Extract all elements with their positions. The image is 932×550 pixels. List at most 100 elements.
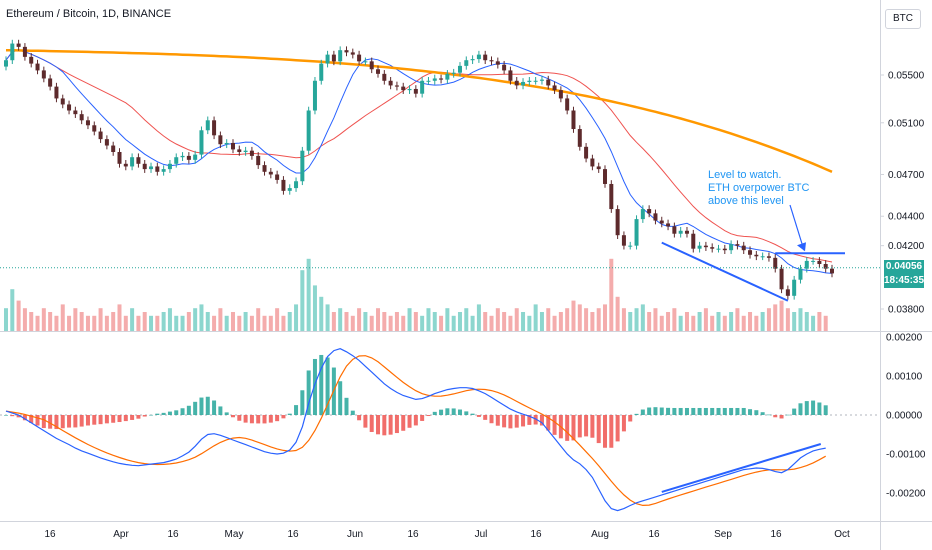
volume-bar: [621, 308, 626, 331]
macd-histogram-bar: [294, 405, 299, 415]
candle-body: [766, 256, 771, 258]
volume-bar: [773, 304, 778, 331]
macd-histogram-bar: [174, 410, 179, 415]
macd-histogram-bar: [300, 390, 305, 415]
time-tick-label: 16: [770, 529, 782, 540]
macd-histogram-bar: [590, 415, 595, 438]
volume-bar: [54, 315, 59, 331]
candle-body: [111, 145, 116, 152]
volume-bar: [609, 258, 614, 331]
volume-bar: [357, 308, 362, 331]
candle-body: [754, 254, 759, 257]
candle-body: [640, 209, 645, 220]
candle-body: [180, 155, 185, 158]
macd-histogram-bar: [489, 415, 494, 424]
volume-bar: [376, 308, 381, 331]
candle-body: [823, 264, 828, 269]
volume-bar: [268, 315, 273, 331]
currency-button[interactable]: BTC: [885, 9, 921, 29]
candle-body: [508, 70, 513, 81]
candle-body: [275, 174, 280, 180]
macd-histogram-bar: [382, 415, 387, 436]
volume-bar: [388, 315, 393, 331]
macd-histogram-bar: [445, 408, 450, 415]
macd-histogram-bar: [634, 413, 639, 415]
candle-body: [193, 154, 198, 160]
volume-bar: [212, 315, 217, 331]
candle-body: [653, 213, 658, 221]
macd-histogram-bar: [716, 407, 721, 415]
candle-body: [29, 56, 34, 64]
candle-body: [48, 78, 53, 87]
candle-body: [344, 50, 349, 53]
candle-body: [722, 248, 727, 251]
candle-body: [306, 110, 311, 151]
macd-histogram-bar: [565, 415, 570, 441]
macd-histogram-bar: [149, 414, 154, 416]
volume-bar: [130, 308, 135, 331]
candle-body: [41, 70, 46, 79]
macd-tick-label: 0.00100: [886, 372, 923, 383]
candle-body: [186, 155, 191, 160]
candle-body: [571, 110, 576, 130]
macd-histogram-bar: [394, 415, 399, 434]
macd-histogram-bar: [325, 357, 330, 415]
volume-bar: [817, 312, 822, 331]
candle-body: [817, 260, 822, 265]
candle-body: [741, 245, 746, 251]
macd-histogram-bar: [230, 415, 235, 418]
volume-bar: [804, 312, 809, 331]
macd-histogram-bar: [275, 415, 280, 422]
volume-bar: [539, 312, 544, 331]
macd-histogram-bar: [401, 415, 406, 431]
macd-histogram-bar: [508, 415, 513, 429]
candle-body: [10, 43, 15, 61]
volume-bar: [41, 308, 46, 331]
macd-histogram-bar: [426, 415, 431, 417]
macd-histogram-bar: [621, 415, 626, 432]
candle-body: [212, 120, 217, 136]
macd-histogram-bar: [521, 415, 526, 427]
macd-tick-label: 0.00200: [886, 333, 923, 344]
volume-bar: [230, 312, 235, 331]
macd-histogram-bar: [60, 415, 65, 429]
candle-body: [413, 88, 418, 94]
macd-tick-label: -0.00100: [886, 450, 926, 461]
macd-histogram-bar: [306, 370, 311, 415]
volume-bar: [249, 315, 254, 331]
macd-histogram-bar: [792, 408, 797, 415]
price-tick-label: 0.03800: [888, 305, 925, 316]
macd-histogram-bar: [237, 415, 242, 421]
macd-histogram-bar: [350, 410, 355, 415]
volume-bar: [697, 312, 702, 331]
current-price-tag: 0.04056: [884, 260, 924, 274]
volume-bar: [502, 312, 507, 331]
macd-histogram-bar: [552, 415, 557, 435]
ma-mid-line: [5, 49, 833, 263]
volume-bar: [703, 308, 708, 331]
candle-body: [476, 54, 481, 60]
macd-histogram-bar: [281, 415, 286, 419]
macd-histogram-bar: [104, 415, 109, 424]
macd-histogram-bar: [748, 409, 753, 415]
volume-bar: [104, 315, 109, 331]
candle-body: [672, 226, 677, 234]
macd-histogram-bar: [439, 409, 444, 415]
candle-body: [615, 209, 620, 236]
candle-body: [149, 166, 154, 170]
candle-body: [262, 165, 267, 172]
candle-body: [54, 86, 59, 99]
time-tick-label: Aug: [591, 529, 609, 540]
candle-body: [237, 149, 242, 152]
time-tick-label: 16: [44, 529, 56, 540]
volume-bar: [684, 312, 689, 331]
volume-bar: [60, 304, 65, 331]
volume-bar: [237, 315, 242, 331]
candle-body: [312, 80, 317, 111]
macd-histogram-bar: [224, 412, 229, 415]
volume-bar: [590, 312, 595, 331]
macd-histogram-bar: [180, 408, 185, 415]
candle-body: [527, 80, 532, 82]
candle-body: [546, 79, 551, 86]
candle-body: [161, 169, 166, 172]
